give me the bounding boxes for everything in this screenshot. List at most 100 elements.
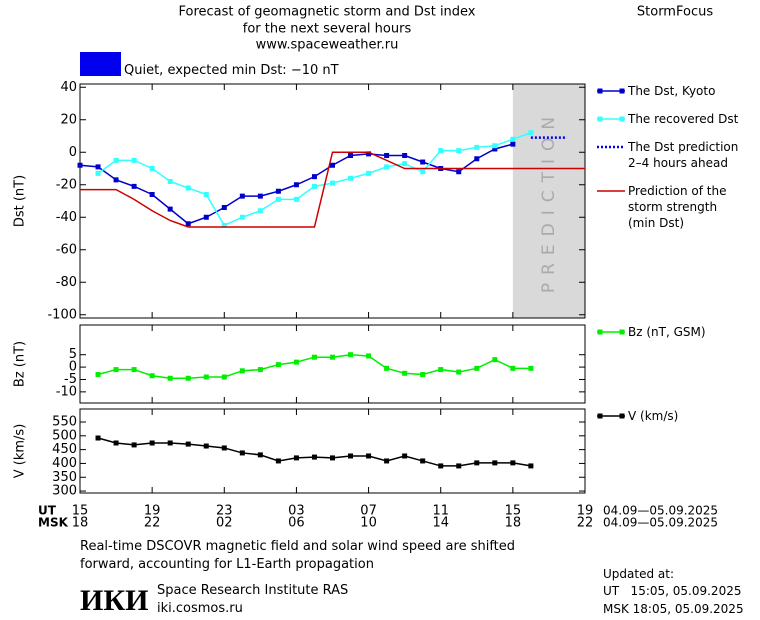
data-point [510,136,516,142]
x-tick-label: 11 [432,504,449,519]
data-point [95,435,101,441]
data-point [239,450,245,456]
data-point [402,453,408,459]
legend-label: Prediction of the storm strength (min Ds… [628,184,727,230]
legend-label: The recovered Dst [628,112,739,126]
y-axis-label: Dst (nT) [13,175,28,227]
y-tick-label: 40 [60,80,77,95]
data-point [438,367,444,373]
series-line [97,437,532,467]
y-tick-label: 5 [69,347,77,362]
data-point [257,193,263,199]
x-tick-label: 02 [216,516,233,531]
data-point [384,164,390,170]
y-tick-label: -80 [56,275,77,290]
data-point [402,153,408,158]
data-point [330,162,335,168]
data-point [384,458,390,464]
data-point [366,151,372,157]
data-point [149,192,155,197]
data-point [293,359,299,365]
data-point [185,185,191,191]
data-point [239,214,245,220]
data-point [456,169,462,175]
data-point [492,146,498,152]
data-point [528,365,534,371]
data-point [528,130,534,136]
series-line [80,151,585,228]
x-tick-label: 06 [288,516,305,531]
y-tick-label: -60 [56,242,77,257]
data-point [330,180,335,186]
data-point [113,440,119,446]
y-tick-label: 20 [60,112,77,127]
data-point [95,164,101,170]
data-point [149,440,155,446]
prediction-region [512,84,585,318]
data-point [510,141,516,147]
data-point [311,454,317,460]
y-tick-label: 300 [52,484,77,499]
data-point [77,162,83,168]
data-point [311,354,317,360]
x-tick-label: 19 [144,504,161,519]
data-point [510,460,516,466]
y-axis-label: V (km/s) [13,424,28,479]
brand: StormFocus [637,5,713,20]
data-point [113,157,119,163]
x-axis-label: UT [38,504,57,518]
data-point [185,221,191,227]
quiet-label: Quiet, expected min Dst: −10 nT [124,63,339,78]
data-point [384,365,390,371]
title-line: www.spaceweather.ru [256,38,399,53]
data-point [257,208,263,214]
x-tick-label: 03 [288,504,305,519]
data-point [492,460,498,466]
x-axis-label: MSK [38,516,69,530]
data-point [366,353,372,359]
data-point [203,214,209,220]
date-range: 04.09—05.09.2025 [603,504,718,518]
data-point [95,170,101,176]
data-point [402,161,408,167]
data-point [113,367,119,373]
legend-marker [619,413,625,419]
data-point [474,144,480,150]
y-tick-label: -10 [56,384,77,399]
y-tick-label: 550 [52,414,77,429]
data-point [167,206,173,212]
x-tick-label: 19 [577,504,594,519]
title-line: for the next several hours [243,22,412,37]
updated-msk: MSK 18:05, 05.09.2025 [603,602,744,616]
logo: ИКИ [80,584,148,617]
institute: Space Research Institute RAS [157,583,349,598]
y-tick-label: -5 [64,372,77,387]
data-point [257,452,263,458]
data-point [275,362,281,368]
updated: Updated at: [603,567,674,581]
data-point [239,193,245,199]
data-point [420,458,426,464]
data-point [438,148,444,154]
note-line: forward, accounting for L1-Earth propaga… [80,557,374,572]
data-point [402,370,408,376]
data-point [348,453,354,459]
data-point [366,170,372,176]
x-tick-label: 15 [505,504,522,519]
data-point [420,372,426,378]
data-point [203,443,209,449]
prediction-label: PREDICTION [539,109,559,293]
y-tick-label: 400 [52,456,77,471]
data-point [348,175,354,181]
data-point [185,375,191,381]
data-point [311,174,317,180]
legend-label: Bz (nT, GSM) [628,325,706,339]
legend-marker [597,116,603,122]
data-point [221,374,227,380]
data-point [239,368,245,374]
data-point [293,196,299,202]
x-tick-label: 22 [144,516,161,531]
y-tick-label: 450 [52,442,77,457]
